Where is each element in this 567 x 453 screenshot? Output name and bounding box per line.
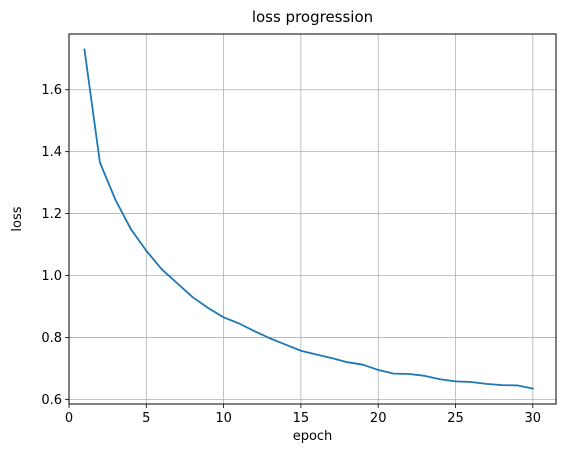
x-tick-label: 0 bbox=[65, 411, 73, 426]
x-tick-label: 20 bbox=[370, 411, 387, 426]
x-tick-label: 10 bbox=[215, 411, 232, 426]
grid bbox=[68, 34, 556, 404]
y-tick-label: 1.2 bbox=[41, 207, 62, 222]
series-layer bbox=[83, 48, 534, 390]
x-tick-label: 25 bbox=[447, 411, 464, 426]
y-tick-label: 1.4 bbox=[41, 145, 62, 160]
x-tick-label: 15 bbox=[293, 411, 310, 426]
y-tick-label: 1.6 bbox=[41, 83, 62, 98]
y-tick-label: 0.8 bbox=[41, 331, 62, 346]
plot-frame bbox=[68, 33, 557, 405]
x-tick-label: 5 bbox=[142, 411, 150, 426]
loss-series-line bbox=[83, 48, 534, 390]
chart-title: loss progression bbox=[252, 8, 373, 26]
x-axis-label: epoch bbox=[293, 429, 333, 444]
y-axis-label: loss bbox=[10, 206, 25, 231]
x-tick-label: 30 bbox=[525, 411, 542, 426]
y-tick-label: 1.0 bbox=[41, 269, 62, 284]
ticks: 0 5 10 15 20 25 30 0.6 0.8 1.0 1.2 1.4 1.6 bbox=[41, 83, 541, 426]
y-tick-label: 0.6 bbox=[41, 393, 62, 408]
